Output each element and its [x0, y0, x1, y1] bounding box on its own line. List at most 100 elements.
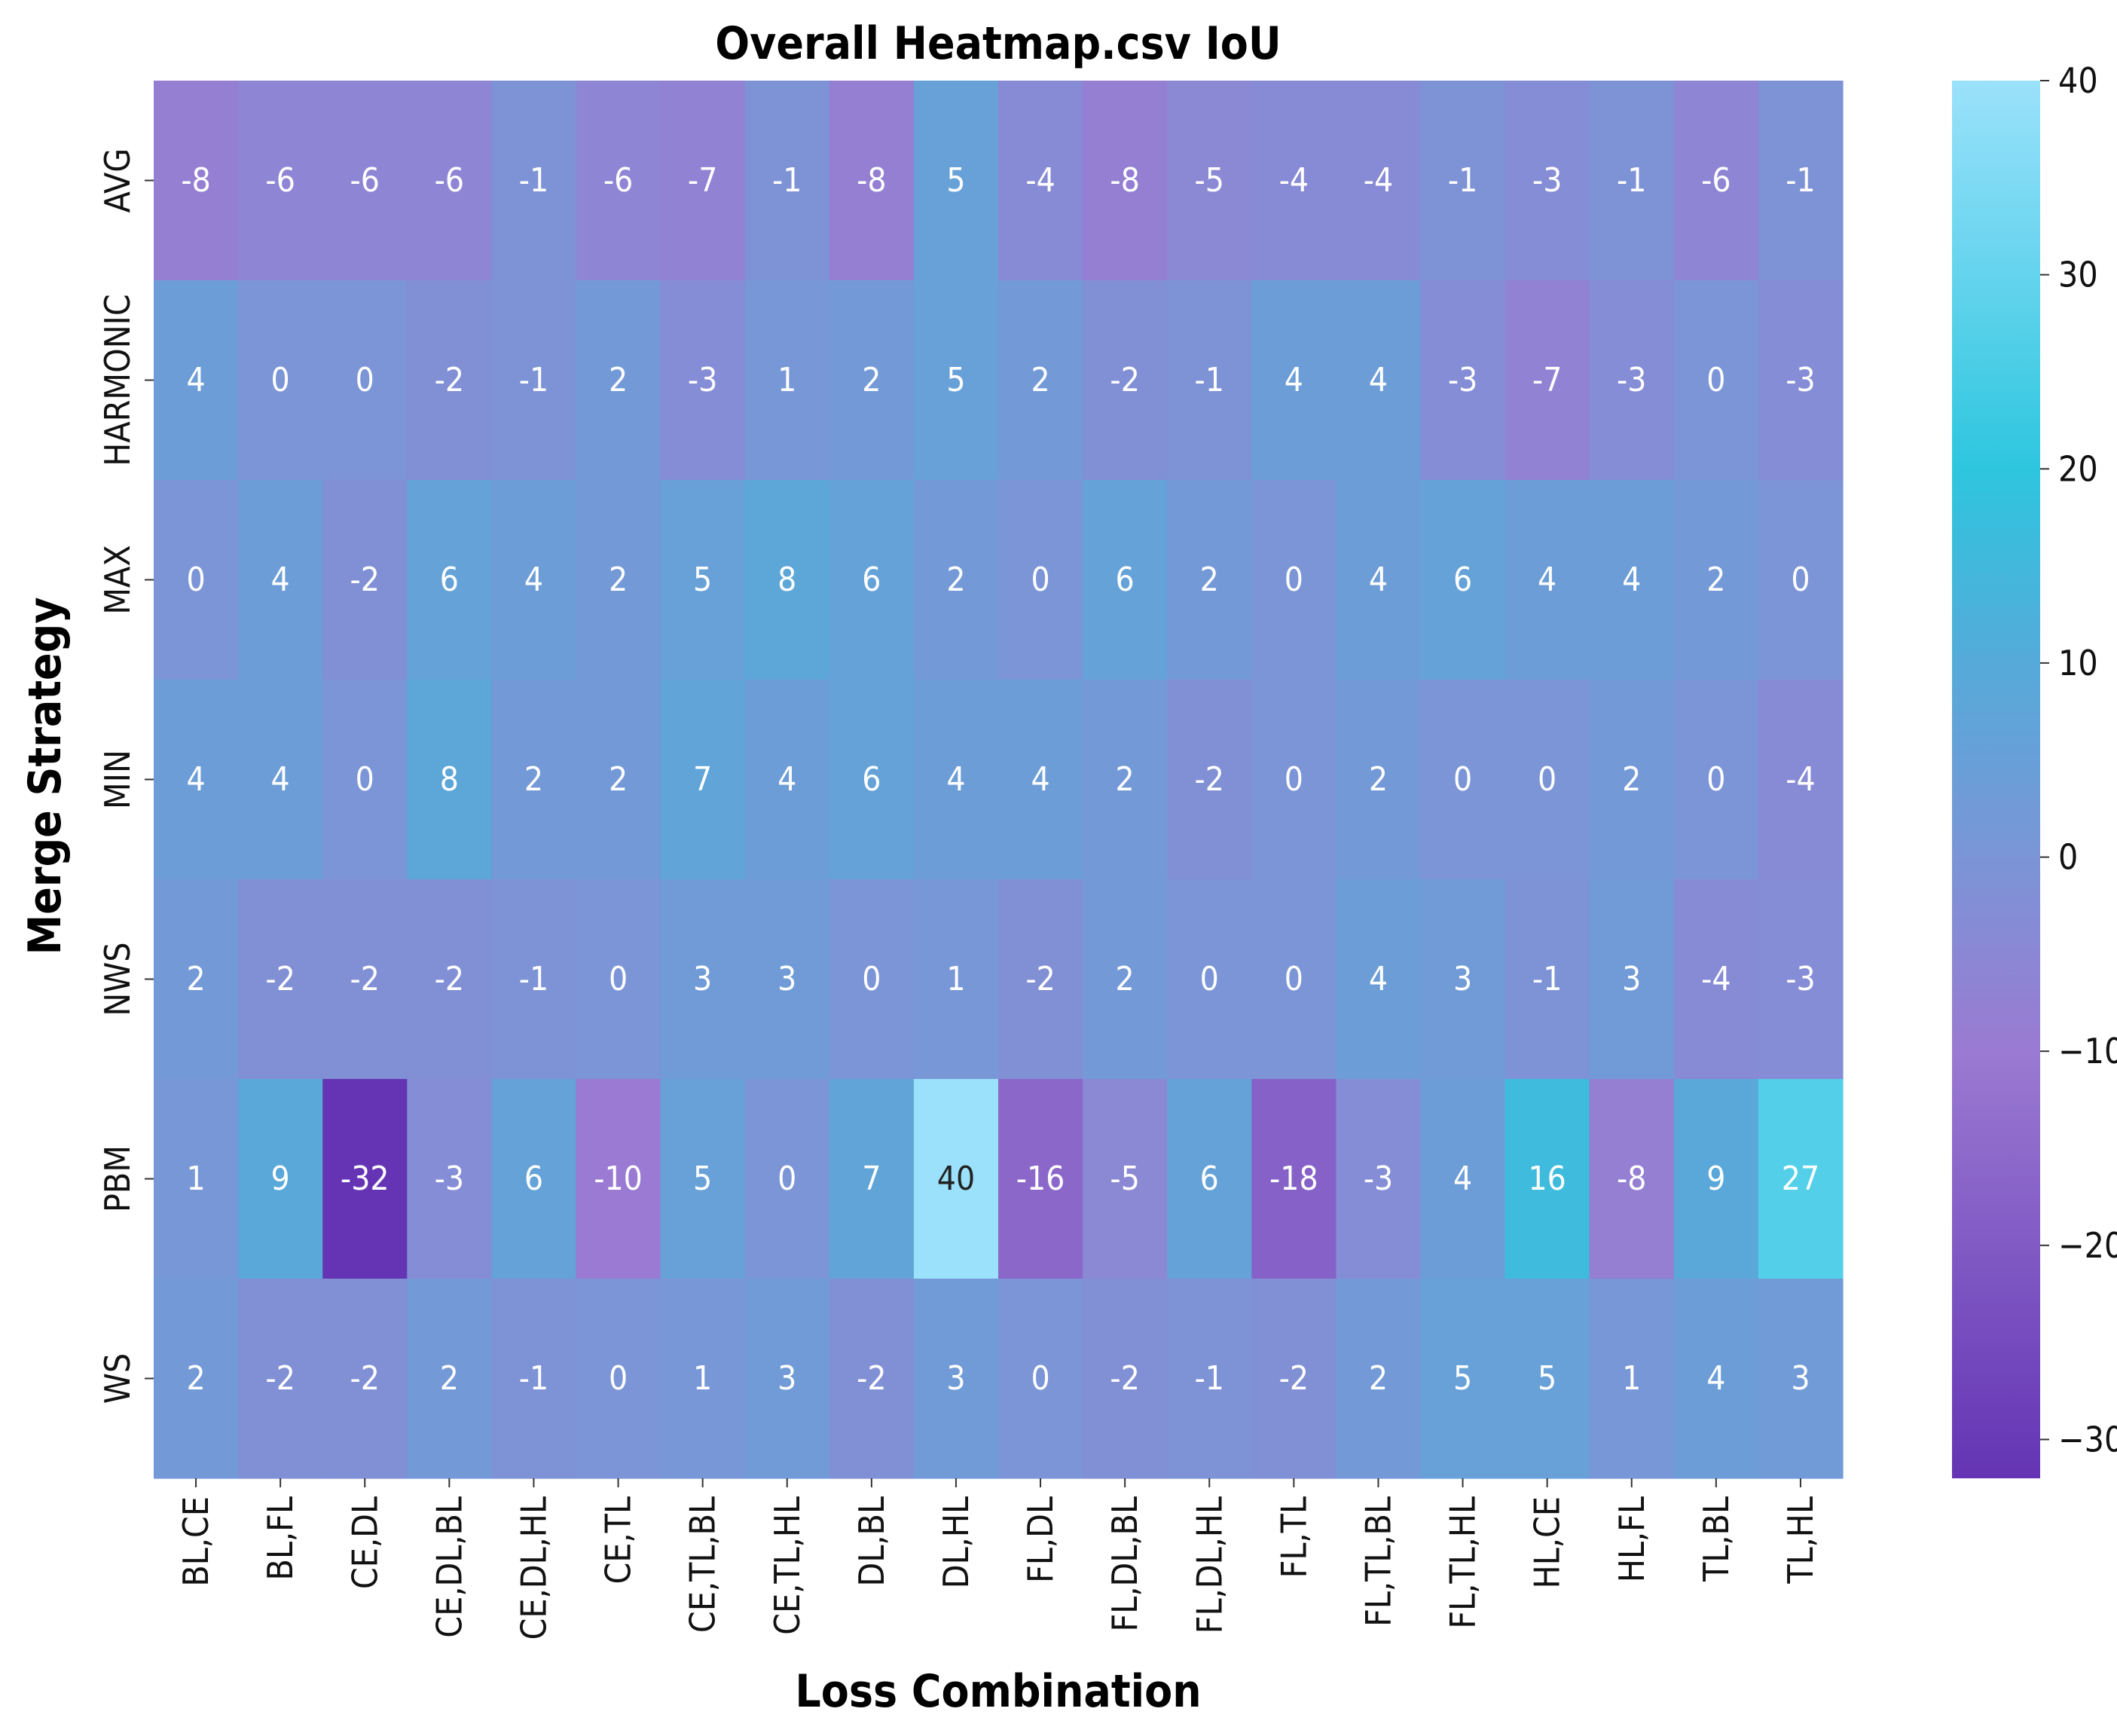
heatmap-cell: [1167, 1279, 1252, 1479]
heatmap-cell: [491, 879, 577, 1080]
heatmap-cell: [322, 879, 408, 1080]
heatmap-cell: [913, 1079, 999, 1279]
heatmap-cell: [998, 280, 1083, 481]
heatmap-cell: [1505, 280, 1590, 481]
cell-value-label: 3: [777, 1359, 796, 1398]
colorbar-tick-label: 10: [2058, 643, 2098, 683]
heatmap-cell: [1167, 81, 1252, 281]
heatmap-cell: [1758, 1079, 1844, 1279]
heatmap-cell: [1758, 280, 1844, 481]
cell-value-label: -4: [1701, 960, 1731, 998]
cell-value-label: 40: [937, 1160, 975, 1198]
x-tick-label: FL,DL: [1020, 1496, 1061, 1583]
cell-value-label: 0: [186, 561, 205, 599]
cell-value-label: 0: [1791, 561, 1810, 599]
colorbar-tick-label: −10: [2058, 1031, 2117, 1071]
colorbar-tick-label: −30: [2058, 1419, 2117, 1459]
heatmap-cell: [1167, 680, 1252, 880]
cell-value-label: 4: [271, 561, 290, 599]
cell-value-label: 0: [1285, 960, 1303, 998]
cell-value-label: -1: [1532, 960, 1562, 998]
heatmap-cell: [1251, 1279, 1336, 1479]
heatmap-cell: [576, 680, 661, 880]
cell-value-label: 5: [1538, 1359, 1556, 1398]
cell-value-label: 5: [693, 561, 712, 599]
heatmap-cell: [1505, 81, 1590, 281]
heatmap-cell: [491, 81, 577, 281]
heatmap-cell: [1336, 879, 1422, 1080]
heatmap-cell: [1589, 480, 1675, 680]
heatmap-cell: [1083, 280, 1168, 481]
cell-value-label: 6: [524, 1160, 543, 1198]
cell-value-label: 5: [946, 161, 965, 200]
heatmap-cell: [154, 480, 239, 680]
x-tick-label: HL,CE: [1527, 1496, 1568, 1588]
heatmap-cell: [1251, 81, 1336, 281]
heatmap-cell: [1420, 81, 1506, 281]
cell-value-label: 2: [1031, 361, 1049, 399]
cell-value-label: -6: [435, 161, 464, 200]
cell-value-label: 6: [862, 561, 881, 599]
x-axis-ticks: BL,CE BL,FL CE,DL CE,DL,BL CE,DL,HL CE,TL CE,T…: [176, 1478, 1821, 1640]
cell-value-label: -3: [435, 1160, 464, 1198]
x-tick-label: CE,TL,HL: [767, 1496, 808, 1635]
heatmap-cell: [576, 81, 661, 281]
heatmap-cell: [1251, 680, 1336, 880]
cell-value-label: 4: [777, 760, 796, 799]
heatmap-cell: [1589, 280, 1675, 481]
cell-value-label: -2: [1195, 760, 1224, 799]
heatmap-cell: [660, 680, 746, 880]
heatmap-cell: [1167, 280, 1252, 481]
heatmap-cell: [322, 1279, 408, 1479]
heatmap-cell: [744, 879, 830, 1080]
heatmap-cell: [1336, 280, 1422, 481]
cell-value-label: 3: [693, 960, 712, 998]
heatmap-cell: [829, 280, 915, 481]
cell-value-label: 3: [777, 960, 796, 998]
cell-value-label: 0: [1200, 960, 1219, 998]
heatmap-cell: [238, 680, 323, 880]
cell-value-label: 4: [1285, 361, 1303, 399]
heatmap-cell: [154, 680, 239, 880]
heatmap-cell: [1505, 480, 1590, 680]
cell-value-label: -1: [519, 361, 548, 399]
cell-value-label: -2: [1279, 1359, 1309, 1398]
cell-value-label: -8: [1110, 161, 1139, 200]
heatmap-cell: [829, 480, 915, 680]
heatmap-cell: [407, 480, 492, 680]
cell-value-label: 2: [609, 561, 628, 599]
cell-value-label: 3: [946, 1359, 965, 1398]
heatmap-cell: [1336, 480, 1422, 680]
heatmap-cell: [1420, 879, 1506, 1080]
heatmap-cell: [998, 81, 1083, 281]
heatmap-cell: [1758, 879, 1844, 1080]
cell-value-label: 4: [186, 361, 205, 399]
heatmap-cell: [1673, 879, 1759, 1080]
y-tick-label: WS: [97, 1353, 138, 1404]
x-tick-label: CE,DL: [344, 1496, 385, 1589]
heatmap-cell: [407, 81, 492, 281]
cell-value-label: 2: [609, 760, 628, 799]
cell-value-label: -10: [594, 1160, 643, 1198]
y-tick-label: MAX: [97, 545, 138, 614]
heatmap-cell: [576, 480, 661, 680]
heatmap-cell: [744, 280, 830, 481]
cell-value-label: 3: [1453, 960, 1472, 998]
cell-value-label: -3: [1448, 361, 1477, 399]
heatmap-cell: [744, 680, 830, 880]
cell-value-label: 4: [946, 760, 965, 799]
cell-value-label: -4: [1364, 161, 1393, 200]
cell-value-label: 2: [524, 760, 543, 799]
heatmap-cell: [238, 280, 323, 481]
cell-value-label: -1: [1786, 161, 1815, 200]
y-axis-label: Merge Strategy: [19, 597, 72, 955]
cell-value-label: -2: [1110, 1359, 1139, 1398]
heatmap-cell: [1167, 1079, 1252, 1279]
cell-value-label: 2: [1116, 760, 1135, 799]
x-tick-label: CE,TL: [598, 1496, 639, 1585]
cell-value-label: 0: [1453, 760, 1472, 799]
colorbar-tick-label: 40: [2058, 60, 2098, 101]
colorbar-tick-label: 0: [2058, 837, 2078, 878]
heatmap-cell: [407, 879, 492, 1080]
